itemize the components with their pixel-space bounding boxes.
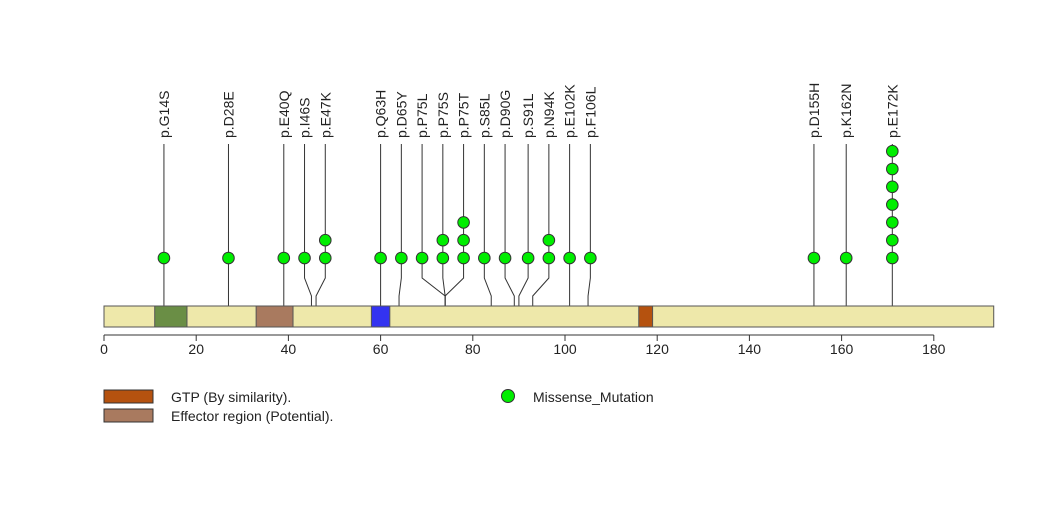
- mutation-dot: [457, 251, 470, 265]
- x-tick-label: 160: [830, 341, 854, 357]
- mutation-dot: [222, 251, 235, 265]
- mutation-dot: [886, 251, 899, 265]
- x-tick-label: 80: [465, 341, 481, 357]
- mutation-label: p.P75S: [435, 92, 451, 138]
- mutation-dot: [498, 251, 512, 265]
- mutation-dot: [318, 233, 332, 247]
- legend-marker: [501, 389, 515, 403]
- x-tick-label: 140: [738, 341, 762, 357]
- mutation-dot: [457, 216, 470, 229]
- mutation-label: p.G14S: [156, 91, 172, 138]
- mutation-label: p.S85L: [476, 93, 492, 138]
- mutation-dot: [521, 251, 535, 265]
- mutation-dot: [374, 251, 387, 265]
- domain-block: [370, 305, 391, 328]
- legend-label: Effector region (Potential).: [171, 408, 333, 424]
- mutation-label: p.E172K: [884, 84, 900, 138]
- x-tick-label: 40: [281, 341, 297, 357]
- mutation-dot: [298, 251, 311, 265]
- legend-label: Missense_Mutation: [533, 389, 654, 405]
- mutation-dot: [584, 251, 597, 265]
- domain-block: [255, 305, 294, 328]
- x-axis: 0 20 40 60 80 100 120 140 160 180: [100, 334, 946, 357]
- legend-label: GTP (By similarity).: [171, 389, 291, 405]
- mutation-dot: [807, 251, 821, 265]
- mutation-dot: [415, 251, 429, 265]
- mutation-dot: [478, 251, 491, 265]
- mutation-label: p.E47K: [317, 91, 333, 138]
- legend-swatch: [103, 389, 154, 404]
- mutation-label: p.I46S: [297, 98, 313, 138]
- mutation-label: p.F106L: [582, 86, 598, 138]
- mutation-label: p.N94K: [541, 91, 557, 138]
- domain-block: [638, 305, 654, 328]
- connector-lines: [163, 144, 893, 327]
- mutation-label: p.P75T: [456, 92, 472, 138]
- mutation-label: p.D28E: [220, 91, 236, 138]
- mutation-dot: [436, 233, 450, 247]
- mutation-label: p.P75L: [414, 93, 430, 138]
- x-tick-label: 60: [373, 341, 389, 357]
- mutation-labels: p.G14S p.D28E p.E40Q p.I46S p.E47K p.Q63H p.D6…: [156, 83, 900, 138]
- mutation-dot: [542, 251, 556, 265]
- mutation-dot: [457, 233, 470, 247]
- legend: GTP (By similarity). Effector region (Pot…: [103, 389, 654, 424]
- mutation-label: p.Q63H: [373, 90, 389, 138]
- mutation-dot: [277, 251, 291, 265]
- x-tick-label: 100: [553, 341, 577, 357]
- mutation-label: p.D65Y: [393, 91, 409, 138]
- legend-swatch: [103, 408, 154, 423]
- mutation-dot: [886, 180, 899, 194]
- mutation-dot: [886, 216, 899, 229]
- x-tick-label: 0: [100, 341, 108, 357]
- protein-backbone: [103, 305, 995, 328]
- mutation-dot: [886, 233, 899, 247]
- mutation-label: p.S91L: [520, 93, 536, 138]
- mutation-label: p.E102K: [562, 84, 578, 138]
- mutation-label: p.K162N: [838, 84, 854, 138]
- mutation-label: p.D90G: [497, 90, 513, 138]
- mutation-dot: [563, 251, 576, 265]
- mutation-dot: [886, 198, 899, 211]
- mutation-label: p.E40Q: [276, 90, 292, 138]
- mutation-label: p.D155H: [806, 83, 822, 138]
- mutation-dot: [157, 251, 171, 265]
- x-tick-label: 120: [646, 341, 670, 357]
- x-tick-label: 20: [188, 341, 204, 357]
- mutation-dot: [318, 251, 332, 265]
- domain-block: [154, 305, 188, 328]
- protein-backbone-group: [103, 305, 995, 328]
- mutation-dot: [839, 251, 853, 265]
- mutation-dot: [436, 251, 450, 265]
- mutation-dot: [886, 162, 899, 176]
- mutation-dot: [886, 144, 899, 158]
- mutation-dot: [542, 233, 556, 247]
- mutation-dots: [157, 144, 899, 265]
- mutation-dot: [395, 251, 408, 265]
- x-tick-label: 180: [922, 341, 946, 357]
